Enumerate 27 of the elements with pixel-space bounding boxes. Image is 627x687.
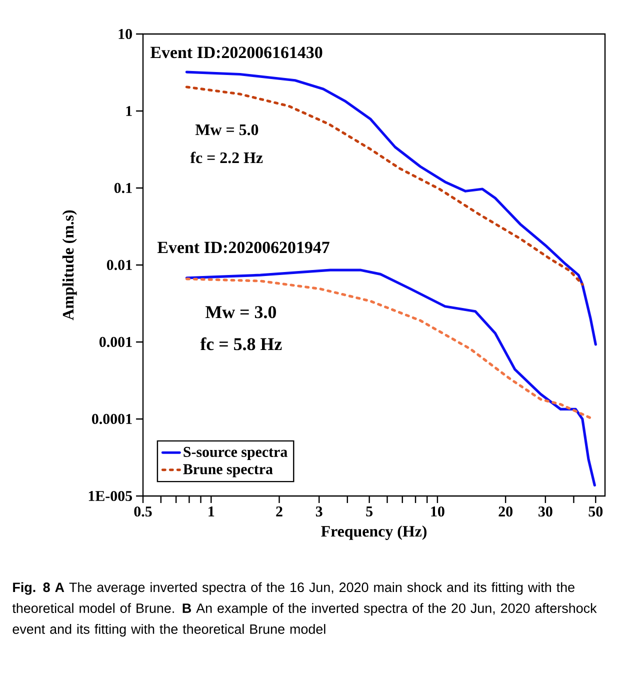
y-axis-title: Amplitude (m.s)	[62, 210, 77, 320]
annotation: Event ID:202006201947	[158, 242, 330, 254]
y-tick-label: 0.01	[106, 260, 132, 270]
y-tick-label: 10	[118, 28, 132, 40]
x-tick-label: 0.5	[134, 506, 152, 517]
x-tick-label: 10	[431, 506, 444, 517]
x-tick-label: 5	[366, 506, 373, 516]
annotation: fc = 5.8 Hz	[200, 337, 282, 350]
y-tick-label: 1	[126, 106, 132, 116]
x-tick-label: 2	[276, 506, 282, 516]
x-tick-label: 3	[316, 506, 322, 517]
annotation: fc = 2.2 Hz	[190, 152, 263, 164]
annotation: Mw = 5.0	[195, 124, 258, 136]
y-tick-label: 0.0001	[92, 414, 132, 424]
x-axis-title: Frequency (Hz)	[321, 525, 426, 540]
y-tick-label: 1E-005	[88, 490, 132, 502]
text: Fig. 8 A The average inverted spectra of the 16 Jun, 2020 main shock and its fitting with the theoretical model of Brune. B An example of the inverted spectra of the 20 Jun, 2020 aftershock event and its fitting with the theoretical Brune model	[12, 582, 597, 637]
x-tick-label: 1	[208, 506, 214, 516]
annotation: Event ID:202006161430	[150, 46, 322, 58]
legend-label: S-source spectra	[184, 446, 288, 460]
y-tick-label: 0.1	[114, 182, 132, 194]
x-tick-label: 50	[588, 506, 603, 517]
legend-label: Brune spectra	[183, 464, 273, 478]
x-tick-label: 20	[498, 506, 512, 517]
y-tick-label: 0.001	[99, 336, 132, 348]
x-tick-label: 30	[538, 506, 552, 517]
annotation: Mw = 3.0	[206, 306, 276, 318]
